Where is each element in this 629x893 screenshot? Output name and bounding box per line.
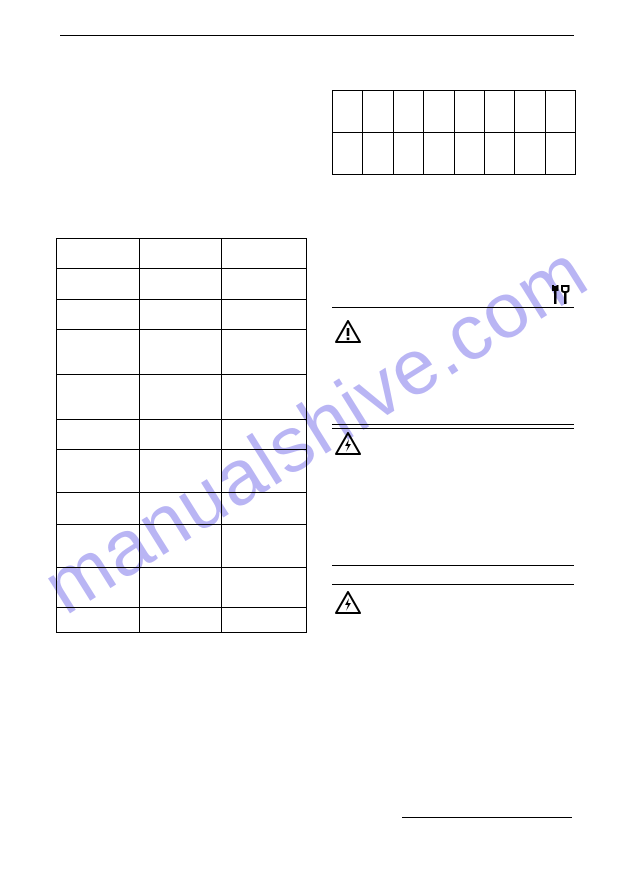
section-rule — [332, 424, 574, 425]
small-table — [332, 90, 576, 175]
top-rule — [60, 35, 574, 36]
bottom-rule — [402, 817, 572, 818]
table-row — [57, 420, 307, 450]
shock-icon — [335, 591, 361, 617]
section-rule — [332, 307, 574, 308]
section-rule — [332, 565, 574, 566]
table-row — [57, 608, 307, 633]
table-row — [57, 493, 307, 525]
large-table — [56, 238, 307, 633]
table-row — [57, 525, 307, 568]
shock-icon — [335, 432, 361, 458]
page: manualshive.com — [0, 0, 629, 893]
table-row — [333, 91, 576, 133]
table-row — [57, 330, 307, 375]
table-row — [333, 133, 576, 175]
warning-icon — [335, 320, 361, 346]
table-row — [57, 375, 307, 420]
tool-icon — [551, 284, 577, 310]
section-rule — [332, 428, 574, 429]
section-rule — [332, 584, 574, 585]
table-row — [57, 568, 307, 608]
table-row — [57, 300, 307, 330]
table-row — [57, 450, 307, 493]
table-row — [57, 239, 307, 269]
table-row — [57, 269, 307, 300]
